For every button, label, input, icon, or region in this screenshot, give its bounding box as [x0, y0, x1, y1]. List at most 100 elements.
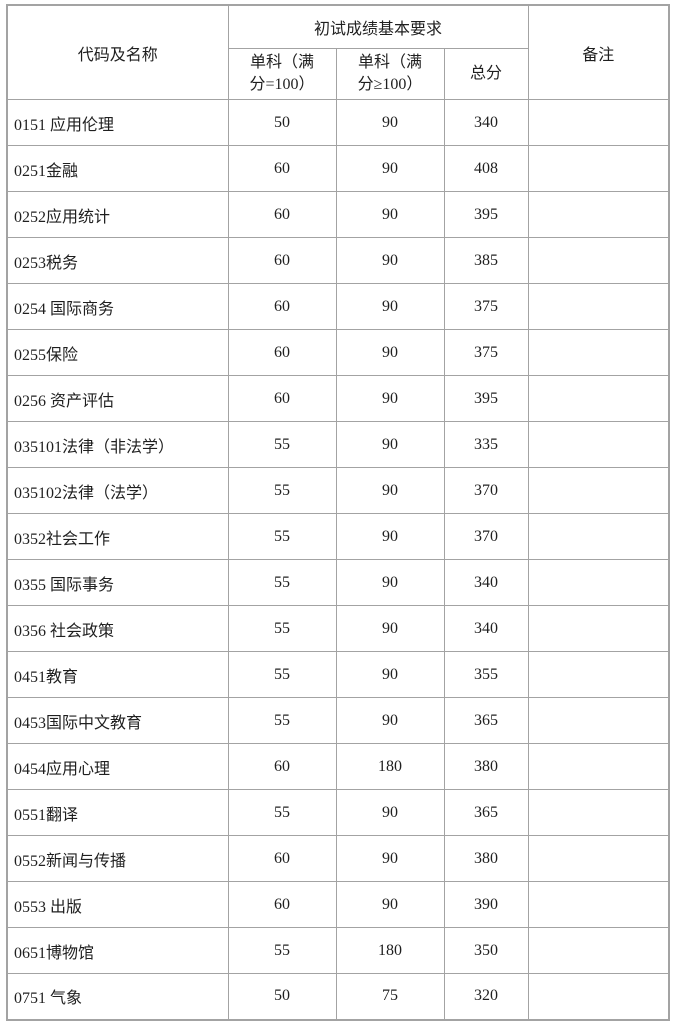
program-code-name: 035102法律（法学）: [6, 467, 229, 514]
remark-cell: [527, 651, 670, 698]
program-code-name: 0251金融: [6, 145, 229, 192]
score-single-gt100: 90: [335, 605, 445, 652]
table-row: 0356 社会政策 55 90 340: [6, 605, 670, 652]
header-single-subject-100: 单科（满分=100）: [227, 48, 337, 100]
score-single-100: 50: [227, 973, 337, 1020]
program-code-name: 0453国际中文教育: [6, 697, 229, 744]
header-total-score: 总分: [443, 48, 529, 100]
score-single-gt100: 90: [335, 559, 445, 606]
remark-cell: [527, 145, 670, 192]
score-single-gt100: 90: [335, 513, 445, 560]
score-single-100: 55: [227, 651, 337, 698]
score-single-gt100: 90: [335, 421, 445, 468]
remark-cell: [527, 99, 670, 146]
table-row: 0551翻译 55 90 365: [6, 789, 670, 836]
remark-cell: [527, 835, 670, 882]
score-single-100: 55: [227, 513, 337, 560]
score-total: 380: [443, 743, 529, 790]
program-code-name: 0256 资产评估: [6, 375, 229, 422]
score-single-gt100: 90: [335, 467, 445, 514]
table-row: 0151 应用伦理 50 90 340: [6, 99, 670, 146]
remark-cell: [527, 237, 670, 284]
program-code-name: 0553 出版: [6, 881, 229, 928]
score-single-gt100: 90: [335, 375, 445, 422]
table-row: 0256 资产评估 60 90 395: [6, 375, 670, 422]
program-code-name: 0551翻译: [6, 789, 229, 836]
program-code-name: 0254 国际商务: [6, 283, 229, 330]
score-total: 340: [443, 605, 529, 652]
table-row: 0453国际中文教育 55 90 365: [6, 697, 670, 744]
table-row: 0352社会工作 55 90 370: [6, 513, 670, 560]
table-row: 0454应用心理 60 180 380: [6, 743, 670, 790]
score-total: 380: [443, 835, 529, 882]
score-total: 385: [443, 237, 529, 284]
remark-cell: [527, 191, 670, 238]
program-code-name: 0454应用心理: [6, 743, 229, 790]
score-single-100: 60: [227, 283, 337, 330]
program-code-name: 0255保险: [6, 329, 229, 376]
header-row-top: 代码及名称 初试成绩基本要求 备注: [6, 4, 670, 100]
program-code-name: 0451教育: [6, 651, 229, 698]
score-single-gt100: 90: [335, 329, 445, 376]
score-single-100: 60: [227, 191, 337, 238]
score-total: 370: [443, 513, 529, 560]
score-single-gt100: 90: [335, 835, 445, 882]
score-single-gt100: 90: [335, 697, 445, 744]
table-body: 0151 应用伦理 50 90 340 0251金融 60 90 408 025…: [6, 99, 670, 1020]
score-total: 365: [443, 697, 529, 744]
table-row: 035101法律（非法学） 55 90 335: [6, 421, 670, 468]
score-total: 370: [443, 467, 529, 514]
score-single-gt100: 180: [335, 927, 445, 974]
table-row: 0253税务 60 90 385: [6, 237, 670, 284]
score-total: 375: [443, 329, 529, 376]
score-single-100: 60: [227, 375, 337, 422]
score-single-gt100: 90: [335, 99, 445, 146]
score-single-100: 55: [227, 559, 337, 606]
score-single-gt100: 90: [335, 283, 445, 330]
remark-cell: [527, 605, 670, 652]
header-single-subject-gt100: 单科（满分≥100）: [335, 48, 445, 100]
remark-cell: [527, 789, 670, 836]
score-single-gt100: 180: [335, 743, 445, 790]
table-row: 0552新闻与传播 60 90 380: [6, 835, 670, 882]
score-total: 365: [443, 789, 529, 836]
program-code-name: 0651博物馆: [6, 927, 229, 974]
program-code-name: 0751 气象: [6, 973, 229, 1020]
score-single-100: 60: [227, 743, 337, 790]
header-remarks: 备注: [527, 4, 670, 100]
score-single-100: 55: [227, 927, 337, 974]
table-row: 0553 出版 60 90 390: [6, 881, 670, 928]
program-code-name: 0356 社会政策: [6, 605, 229, 652]
remark-cell: [527, 697, 670, 744]
program-code-name: 0151 应用伦理: [6, 99, 229, 146]
score-total: 340: [443, 99, 529, 146]
program-code-name: 0355 国际事务: [6, 559, 229, 606]
score-total: 350: [443, 927, 529, 974]
score-single-gt100: 75: [335, 973, 445, 1020]
remark-cell: [527, 283, 670, 330]
score-single-gt100: 90: [335, 191, 445, 238]
remark-cell: [527, 375, 670, 422]
score-single-100: 50: [227, 99, 337, 146]
remark-cell: [527, 421, 670, 468]
table-row: 0252应用统计 60 90 395: [6, 191, 670, 238]
score-single-100: 60: [227, 237, 337, 284]
score-single-100: 55: [227, 605, 337, 652]
remark-cell: [527, 973, 670, 1020]
table-row: 0451教育 55 90 355: [6, 651, 670, 698]
table-row: 0254 国际商务 60 90 375: [6, 283, 670, 330]
program-code-name: 0552新闻与传播: [6, 835, 229, 882]
remark-cell: [527, 927, 670, 974]
header-row-sub: 单科（满分=100） 单科（满分≥100） 总分: [7, 48, 669, 100]
header-code-name: 代码及名称: [6, 4, 229, 100]
remark-cell: [527, 467, 670, 514]
score-single-gt100: 90: [335, 145, 445, 192]
score-total: 408: [443, 145, 529, 192]
score-single-gt100: 90: [335, 237, 445, 284]
score-single-100: 55: [227, 421, 337, 468]
score-total: 375: [443, 283, 529, 330]
score-total: 355: [443, 651, 529, 698]
score-single-100: 60: [227, 145, 337, 192]
table-row: 0355 国际事务 55 90 340: [6, 559, 670, 606]
score-single-100: 55: [227, 789, 337, 836]
